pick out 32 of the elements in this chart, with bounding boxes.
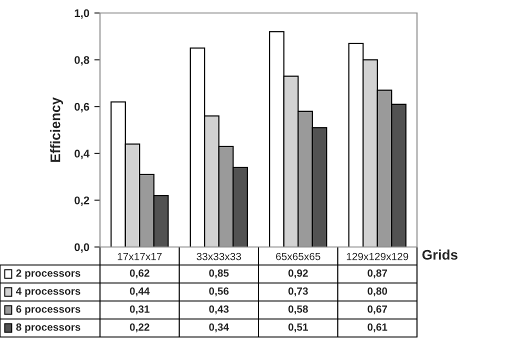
x-tick-label: 129x129x129 — [346, 252, 408, 260]
data-label: 0,58 — [288, 305, 308, 314]
legend-label: 6 processors — [16, 305, 80, 315]
data-label: 0,87 — [368, 269, 388, 278]
y-tick-label: 0,2 — [74, 196, 90, 206]
data-label: 0,44 — [130, 287, 150, 296]
data-label: 0,92 — [288, 269, 308, 278]
data-label: 0,34 — [209, 323, 229, 332]
data-label: 0,67 — [368, 305, 388, 314]
data-label: 0,43 — [209, 305, 229, 314]
data-label: 0,73 — [288, 287, 308, 296]
data-label: 0,80 — [368, 287, 388, 296]
y-tick-label: 0,0 — [74, 243, 90, 253]
legend-label: 2 processors — [16, 269, 80, 279]
y-axis-title: Efficiency — [50, 97, 64, 162]
data-label: 0,61 — [368, 323, 388, 332]
data-label: 0,85 — [209, 269, 229, 278]
y-tick-label: 1,0 — [74, 9, 90, 19]
data-label: 0,31 — [130, 305, 150, 314]
x-axis-title: Grids — [422, 250, 458, 260]
data-label: 0,56 — [209, 287, 229, 296]
data-label: 0,51 — [288, 323, 308, 332]
data-label: 0,22 — [130, 323, 150, 332]
y-tick-label: 0,6 — [74, 102, 90, 112]
x-tick-label: 65x65x65 — [276, 252, 320, 260]
legend-label: 4 processors — [16, 288, 80, 297]
y-tick-label: 0,4 — [74, 150, 90, 160]
x-tick-label: 33x33x33 — [196, 252, 242, 260]
y-tick-label: 0,8 — [74, 56, 90, 66]
data-label: 0,62 — [130, 269, 150, 278]
x-tick-label: 17x17x17 — [118, 252, 162, 260]
legend-label: 8 processors — [16, 323, 80, 333]
